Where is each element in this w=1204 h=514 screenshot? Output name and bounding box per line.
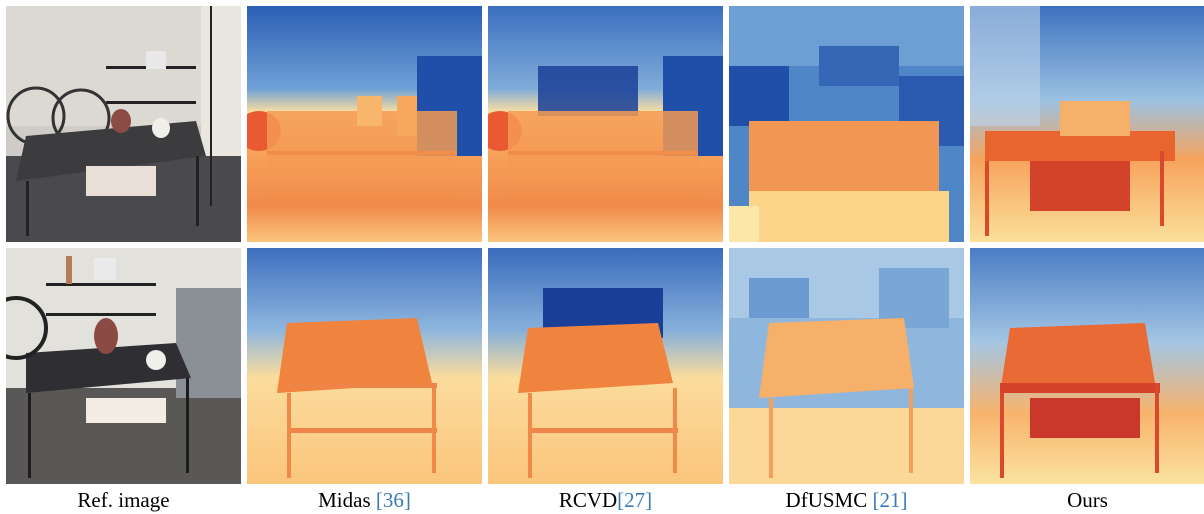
citation-link[interactable]: [21] [872,488,908,512]
caption-midas: Midas [36] [247,488,482,512]
caption-dfusmc: DfUSMC [21] [729,488,964,512]
caption-label: Ours [1067,488,1108,512]
dfusmc-depth-row2 [729,248,964,484]
ours-depth-row2 [970,248,1204,484]
caption-ref-image: Ref. image [6,488,241,512]
caption-label: Midas [318,488,376,512]
dfusmc-depth-row1 [729,6,964,242]
ref-image-row1 [6,6,241,242]
midas-depth-row2 [247,248,482,484]
midas-depth-row1 [247,6,482,242]
ref-image-row2 [6,248,241,484]
rcvd-depth-row1 [488,6,723,242]
caption-label: RCVD [558,488,618,512]
ours-depth-row1 [970,6,1204,242]
citation-link[interactable]: [27] [617,488,653,512]
caption-ours: Ours [970,488,1204,512]
caption-label: Ref. image [77,488,170,512]
citation-link[interactable]: [36] [375,488,411,512]
rcvd-depth-row2 [488,248,723,484]
caption-rcvd: RCVD[27] [488,488,723,512]
caption-label: DfUSMC [785,488,873,512]
